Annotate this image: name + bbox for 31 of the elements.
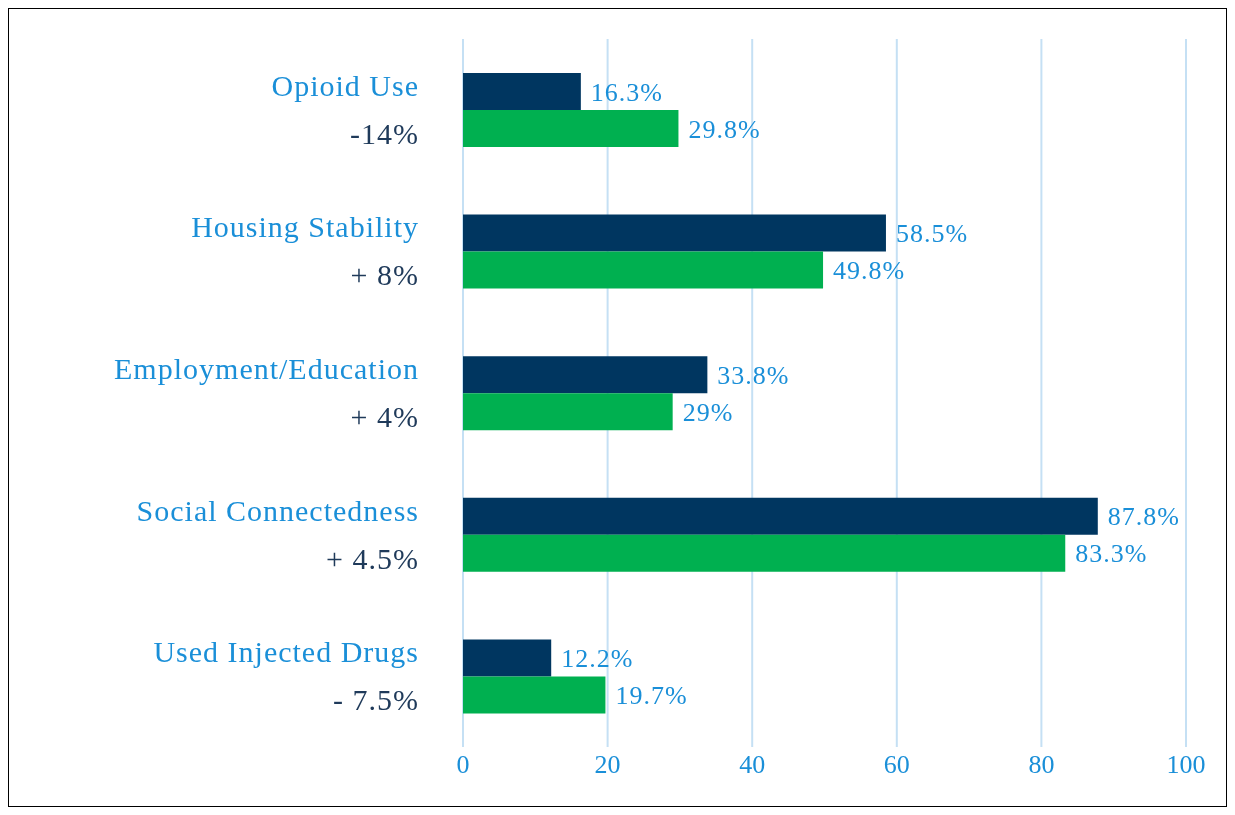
y-tick-label: Housing Stability + 8% — [191, 210, 419, 292]
bar — [463, 110, 679, 147]
x-tick-label: 0 — [456, 750, 470, 780]
data-label: 33.8% — [717, 360, 790, 390]
bar — [463, 251, 824, 289]
bar — [463, 393, 673, 431]
data-label: 29.8% — [688, 114, 761, 144]
y-tick-label: Social Connectedness + 4.5% — [136, 493, 419, 575]
bar — [463, 497, 1098, 535]
x-tick-label: 20 — [594, 750, 621, 780]
data-label: 83.3% — [1075, 539, 1148, 569]
data-label: 49.8% — [833, 256, 906, 286]
bar — [463, 214, 886, 252]
bar — [463, 73, 581, 110]
data-label: 12.2% — [561, 643, 634, 673]
bar — [463, 639, 552, 677]
x-tick-label: 40 — [739, 750, 766, 780]
y-tick-label: Employment/Education + 4% — [114, 352, 419, 433]
y-tick-label: Opioid Use -14% — [271, 68, 419, 150]
data-label: 16.3% — [590, 77, 664, 107]
x-tick-label: 100 — [1166, 750, 1206, 780]
x-tick-label: 60 — [883, 750, 910, 780]
data-label: 58.5% — [895, 219, 969, 249]
data-label: 19.7% — [615, 680, 688, 710]
data-label: 87.8% — [1107, 502, 1180, 532]
bar — [463, 356, 708, 394]
data-label: 29% — [682, 397, 734, 427]
bar — [463, 534, 1066, 572]
bar — [463, 676, 606, 714]
x-tick-label: 80 — [1028, 750, 1055, 780]
y-tick-label: Used Injected Drugs - 7.5% — [153, 635, 419, 717]
